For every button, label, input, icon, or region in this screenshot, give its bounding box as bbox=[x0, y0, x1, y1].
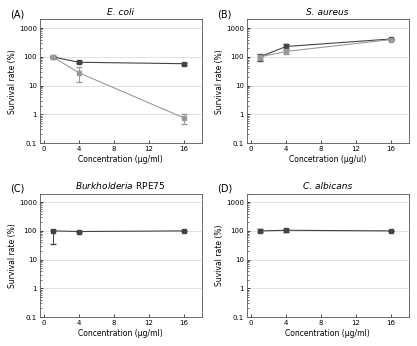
Y-axis label: Suvival rate (%): Suvival rate (%) bbox=[216, 225, 224, 286]
X-axis label: Concetration (μg/ul): Concetration (μg/ul) bbox=[289, 155, 366, 164]
Title: C. albicans: C. albicans bbox=[303, 182, 352, 191]
Y-axis label: Survival rate (%): Survival rate (%) bbox=[8, 49, 18, 114]
X-axis label: Concentration (μg/ml): Concentration (μg/ml) bbox=[78, 329, 163, 338]
Title: S. aureus: S. aureus bbox=[306, 8, 349, 17]
Text: (C): (C) bbox=[10, 184, 25, 194]
Title: $\mathit{Burkholderia}$ RPE75: $\mathit{Burkholderia}$ RPE75 bbox=[75, 180, 166, 191]
Y-axis label: Survival rate (%): Survival rate (%) bbox=[8, 223, 18, 288]
X-axis label: Concentration (μg/ml): Concentration (μg/ml) bbox=[78, 155, 163, 164]
Title: E. coli: E. coli bbox=[107, 8, 134, 17]
X-axis label: Concentration (μg/ml): Concentration (μg/ml) bbox=[285, 329, 370, 338]
Text: (A): (A) bbox=[10, 10, 25, 20]
Text: (D): (D) bbox=[217, 184, 233, 194]
Y-axis label: Survival rate (%): Survival rate (%) bbox=[216, 49, 224, 114]
Text: (B): (B) bbox=[217, 10, 232, 20]
